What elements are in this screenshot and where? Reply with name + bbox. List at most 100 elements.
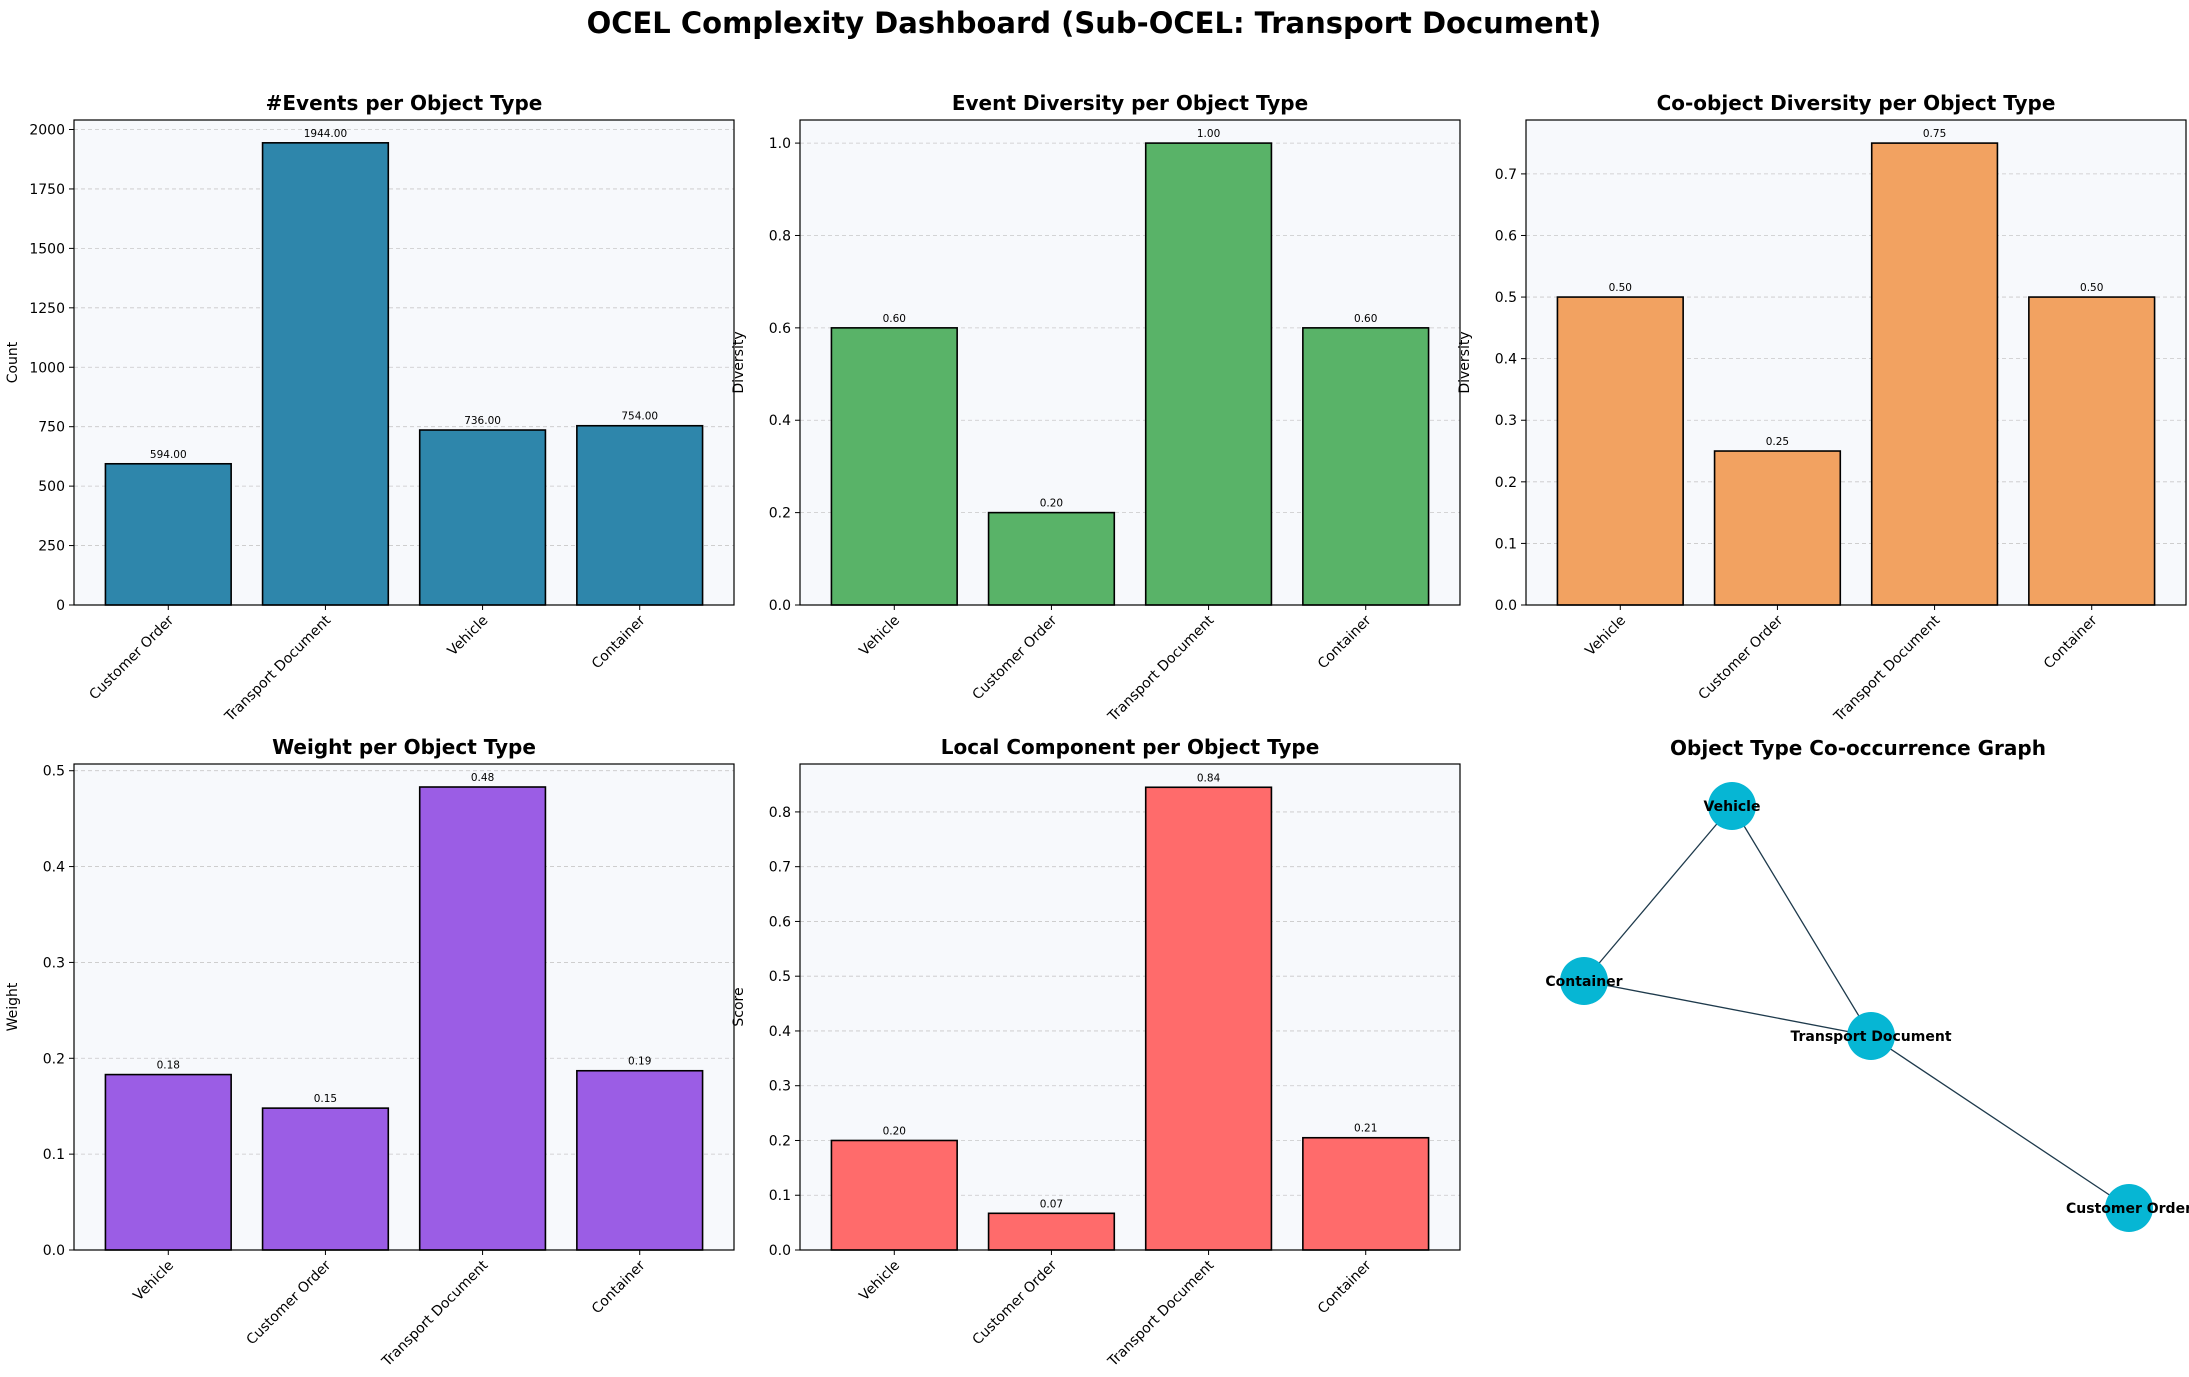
x-tick-label: Transport Document <box>1104 1257 1217 1370</box>
plot-frame <box>73 763 735 1251</box>
y-tick-label: 1.0 <box>769 136 791 152</box>
y-tick-label: 0.8 <box>769 228 791 244</box>
bar-value-label: 0.60 <box>883 313 906 325</box>
graph-node-label: Vehicle <box>1704 799 1761 815</box>
y-tick-label: 0.2 <box>769 506 791 522</box>
bar-vehicle <box>830 327 958 606</box>
y-tick-label: 0.2 <box>1495 475 1517 491</box>
bar-value-label: 0.84 <box>1197 772 1221 784</box>
graph-node-vehicle <box>1708 782 1756 830</box>
bar-value-label: 0.07 <box>1040 1198 1063 1210</box>
x-tick-label: Vehicle <box>130 1258 177 1305</box>
bar-value-label: 0.48 <box>471 772 494 784</box>
bar-vehicle <box>1556 296 1684 606</box>
y-tick-label: 0.3 <box>1495 413 1517 429</box>
chart-title: Co-object Diversity per Object Type <box>1657 91 2056 115</box>
bar-value-label: 0.20 <box>883 1125 906 1137</box>
y-tick-label: 0.0 <box>1495 598 1517 614</box>
y-tick-label: 0.0 <box>769 598 791 614</box>
x-tick-label: Customer Order <box>1696 612 1787 703</box>
y-tick-label: 0.3 <box>769 1079 791 1095</box>
graph-edge <box>1583 980 1872 1037</box>
bar-container <box>1302 1136 1430 1251</box>
graph-edge <box>1731 805 1872 1037</box>
x-tick-label: Container <box>1315 1257 1375 1317</box>
bar-container <box>576 424 704 606</box>
x-tick-label: Customer Order <box>970 1257 1061 1348</box>
x-tick-label: Transport Document <box>221 612 334 725</box>
y-tick-label: 0.5 <box>43 764 65 780</box>
graph-node-customer-order <box>2105 1184 2153 1232</box>
y-tick-label: 0.4 <box>769 413 791 429</box>
bar-value-label: 0.21 <box>1354 1123 1377 1135</box>
y-tick-label: 0 <box>56 598 65 614</box>
x-tick-label: Customer Order <box>970 612 1061 703</box>
y-tick-label: 0.0 <box>769 1243 791 1259</box>
y-tick-label: 0.4 <box>43 860 65 876</box>
x-tick-label: Vehicle <box>1582 613 1629 660</box>
bar-value-label: 0.50 <box>1609 282 1632 294</box>
y-tick-label: 0.6 <box>769 321 791 337</box>
plot-frame <box>73 119 735 606</box>
bar-value-label: 1944.00 <box>304 128 347 140</box>
bar-container <box>2028 296 2156 606</box>
x-tick-label: Transport Document <box>1104 612 1217 725</box>
chart-title: Object Type Co-occurrence Graph <box>1670 736 2046 760</box>
graph-edge <box>1583 805 1733 982</box>
y-tick-label: 0.4 <box>769 1024 791 1040</box>
bar-transport-document <box>261 142 390 606</box>
chart-title: Weight per Object Type <box>272 735 536 759</box>
graph-node-label: Customer Order <box>2066 1201 2189 1217</box>
y-tick-label: 0.5 <box>1495 290 1517 306</box>
plot-frame <box>799 763 1461 1251</box>
plot-frame <box>1525 119 2187 606</box>
y-tick-label: 750 <box>38 420 65 436</box>
bar-value-label: 754.00 <box>621 411 658 423</box>
bar-chart-5: Local Component per Object Type 0.0 0.1 0.2… <box>731 735 1461 1370</box>
chart-title: Event Diversity per Object Type <box>952 91 1308 115</box>
bar-customer-order <box>261 1107 390 1251</box>
y-tick-label: 1500 <box>29 241 65 257</box>
x-tick-label: Container <box>2041 612 2101 672</box>
y-axis-label: Count <box>5 341 21 383</box>
bar-customer-order <box>104 462 232 606</box>
y-tick-label: 0.2 <box>769 1133 791 1149</box>
bar-value-label: 0.50 <box>2080 282 2103 294</box>
x-tick-label: Customer Order <box>244 1257 335 1348</box>
bar-vehicle <box>104 1073 232 1251</box>
y-tick-label: 0.3 <box>43 955 65 971</box>
y-tick-label: 0.5 <box>769 969 791 985</box>
co-occurrence-graph: Object Type Co-occurrence Graph Vehicle Co… <box>1545 736 2189 1232</box>
y-tick-label: 0.4 <box>1495 352 1517 368</box>
y-axis-label: Diversity <box>731 331 747 393</box>
bar-transport-document <box>1144 142 1273 606</box>
bar-value-label: 0.15 <box>314 1093 337 1105</box>
chart-title: #Events per Object Type <box>266 91 543 115</box>
y-tick-label: 0.8 <box>769 805 791 821</box>
graph-node-label: Transport Document <box>1790 1029 1951 1045</box>
x-tick-label: Vehicle <box>856 613 903 660</box>
bar-customer-order <box>987 511 1116 606</box>
bar-chart-1: #Events per Object Type 0 250 500 750 1000 125… <box>5 91 735 725</box>
y-axis-label: Score <box>731 987 747 1026</box>
bar-value-label: 736.00 <box>464 415 501 427</box>
x-tick-label: Container <box>1315 612 1375 672</box>
bar-transport-document <box>1144 786 1273 1251</box>
graph-node-label: Container <box>1545 974 1622 990</box>
y-tick-label: 0.2 <box>43 1051 65 1067</box>
plot-frame <box>799 119 1461 606</box>
x-tick-label: Vehicle <box>445 613 492 660</box>
y-tick-label: 0.6 <box>769 914 791 930</box>
y-tick-label: 2000 <box>29 123 65 139</box>
y-tick-label: 0.7 <box>1495 167 1517 183</box>
graph-edge <box>1870 1035 2130 1209</box>
x-tick-label: Vehicle <box>856 1258 903 1305</box>
bar-customer-order <box>1713 450 1842 606</box>
bar-vehicle <box>830 1139 958 1251</box>
x-tick-label: Customer Order <box>86 612 177 703</box>
y-tick-label: 0.7 <box>769 860 791 876</box>
bar-transport-document <box>418 786 547 1251</box>
x-tick-label: Container <box>589 612 649 672</box>
y-tick-label: 1000 <box>29 360 65 376</box>
